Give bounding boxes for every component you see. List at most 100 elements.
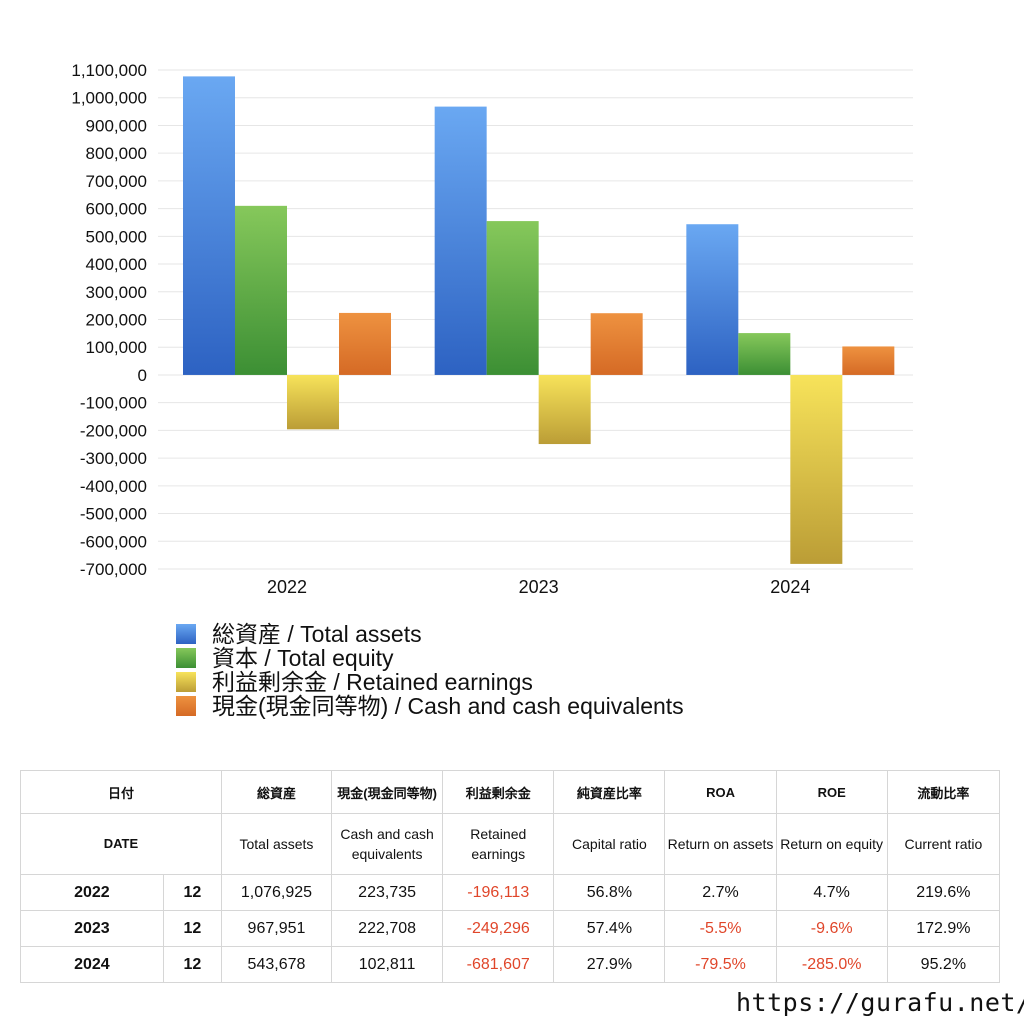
header-retained-en: Retained earnings	[442, 813, 555, 875]
table-row: 2023 12 967,951 222,708 -249,296 57.4% -…	[20, 910, 1001, 947]
row-month: 12	[162, 946, 222, 983]
y-tick-label: -500,000	[80, 505, 147, 524]
cell-cash: 102,811	[331, 946, 444, 983]
legend-label: 現金(現金同等物) / Cash and cash equivalents	[212, 693, 684, 719]
cell-cash: 222,708	[331, 910, 444, 947]
financial-table: 日付 総資産 現金(現金同等物) 利益剰余金 純資産比率 ROA ROE 流動比…	[20, 770, 1001, 983]
bar-2022-series-3	[339, 312, 391, 375]
y-tick-label: 200,000	[86, 311, 147, 330]
cell-roe: -285.0%	[775, 946, 888, 983]
header-current-ratio-en: Current ratio	[886, 813, 1001, 875]
y-tick-label: -600,000	[80, 532, 147, 551]
y-tick-label: 1,100,000	[71, 61, 147, 80]
y-tick-label: 800,000	[86, 144, 147, 163]
row-month: 12	[162, 874, 222, 911]
cell-retained: -249,296	[442, 910, 555, 947]
bar-2023-series-2	[538, 374, 591, 445]
bar-2024-series-3	[842, 346, 895, 375]
legend-item-cash: 現金(現金同等物) / Cash and cash equivalents	[176, 694, 684, 718]
legend-swatch	[176, 696, 196, 716]
bar-2024-series-2	[790, 374, 843, 564]
bar-2023-series-3	[590, 313, 643, 375]
bar-2022-series-0	[183, 76, 235, 375]
y-tick-label: 1,000,000	[71, 89, 147, 108]
bar-2024-series-0	[686, 224, 739, 375]
site-url[interactable]: https://gurafu.net/	[736, 988, 1024, 1017]
row-month: 12	[162, 910, 222, 947]
y-axis-ticks: 1,100,000 1,000,000 900,000 800,000 700,000 6…	[71, 61, 147, 579]
cell-roa: 2.7%	[664, 874, 777, 911]
y-tick-label: -100,000	[80, 394, 147, 413]
cell-capital-ratio: 57.4%	[553, 910, 666, 947]
legend-item-total-assets: 総資産 / Total assets	[176, 622, 684, 646]
legend-item-retained-earnings: 利益剰余金 / Retained earnings	[176, 670, 684, 694]
cell-retained: -681,607	[442, 946, 555, 983]
header-roa-en: Return on assets	[664, 813, 777, 875]
x-tick-label: 2022	[267, 577, 307, 597]
header-cash-en: Cash and cash equivalents	[331, 813, 444, 875]
cell-roa: -79.5%	[664, 946, 777, 983]
y-tick-label: 100,000	[86, 338, 147, 357]
table-header-en: DATE Total assets Cash and cash equivale…	[20, 813, 1001, 875]
y-tick-label: 0	[138, 366, 147, 385]
cell-current-ratio: 172.9%	[886, 910, 1001, 947]
row-year: 2022	[20, 874, 164, 911]
bar-2023-series-1	[486, 221, 539, 375]
header-total-assets-en: Total assets	[220, 813, 333, 875]
legend-item-total-equity: 資本 / Total equity	[176, 646, 684, 670]
x-tick-label: 2023	[519, 577, 559, 597]
cell-roa: -5.5%	[664, 910, 777, 947]
legend-label: 総資産 / Total assets	[212, 621, 422, 647]
y-tick-label: -300,000	[80, 449, 147, 468]
y-tick-label: -700,000	[80, 560, 147, 579]
header-roe-en: Return on equity	[775, 813, 888, 875]
header-date-ja: 日付	[20, 770, 222, 814]
cell-cash: 223,735	[331, 874, 444, 911]
chart-legend: 総資産 / Total assets 資本 / Total equity 利益剰…	[176, 622, 684, 718]
chart-bars	[183, 76, 895, 564]
cell-current-ratio: 95.2%	[886, 946, 1001, 983]
y-tick-label: 400,000	[86, 255, 147, 274]
bar-2023-series-0	[434, 106, 487, 375]
legend-swatch	[176, 648, 196, 668]
header-capital-ratio-en: Capital ratio	[553, 813, 666, 875]
bar-2024-series-1	[738, 333, 791, 375]
header-roa-ja: ROA	[664, 770, 777, 814]
header-current-ratio-ja: 流動比率	[886, 770, 1001, 814]
cell-capital-ratio: 56.8%	[553, 874, 666, 911]
table-row: 2022 12 1,076,925 223,735 -196,113 56.8%…	[20, 874, 1001, 911]
legend-swatch	[176, 624, 196, 644]
table-header-ja: 日付 総資産 現金(現金同等物) 利益剰余金 純資産比率 ROA ROE 流動比…	[20, 770, 1001, 814]
y-tick-label: 700,000	[86, 172, 147, 191]
legend-label: 資本 / Total equity	[212, 645, 394, 671]
row-year: 2024	[20, 946, 164, 983]
y-tick-label: 300,000	[86, 283, 147, 302]
cell-capital-ratio: 27.9%	[553, 946, 666, 983]
cell-total-assets: 1,076,925	[220, 874, 333, 911]
header-date-en: DATE	[20, 813, 222, 875]
cell-total-assets: 967,951	[220, 910, 333, 947]
bar-2022-series-2	[287, 374, 339, 430]
table-row: 2024 12 543,678 102,811 -681,607 27.9% -…	[20, 946, 1001, 983]
cell-roe: 4.7%	[775, 874, 888, 911]
legend-label: 利益剰余金 / Retained earnings	[212, 669, 533, 695]
y-tick-label: 600,000	[86, 200, 147, 219]
cell-roe: -9.6%	[775, 910, 888, 947]
header-total-assets-ja: 総資産	[220, 770, 333, 814]
y-tick-label: 900,000	[86, 116, 147, 135]
x-tick-label: 2024	[770, 577, 810, 597]
x-axis-ticks: 2022 2023 2024	[267, 577, 810, 597]
bar-chart: 1,100,000 1,000,000 900,000 800,000 700,000 6…	[71, 61, 913, 597]
y-tick-label: -400,000	[80, 477, 147, 496]
header-retained-ja: 利益剰余金	[442, 770, 555, 814]
header-cash-ja: 現金(現金同等物)	[331, 770, 444, 814]
y-tick-label: 500,000	[86, 227, 147, 246]
header-roe-ja: ROE	[775, 770, 888, 814]
y-tick-label: -200,000	[80, 421, 147, 440]
header-capital-ratio-ja: 純資産比率	[553, 770, 666, 814]
cell-total-assets: 543,678	[220, 946, 333, 983]
cell-current-ratio: 219.6%	[886, 874, 1001, 911]
cell-retained: -196,113	[442, 874, 555, 911]
legend-swatch	[176, 672, 196, 692]
row-year: 2023	[20, 910, 164, 947]
